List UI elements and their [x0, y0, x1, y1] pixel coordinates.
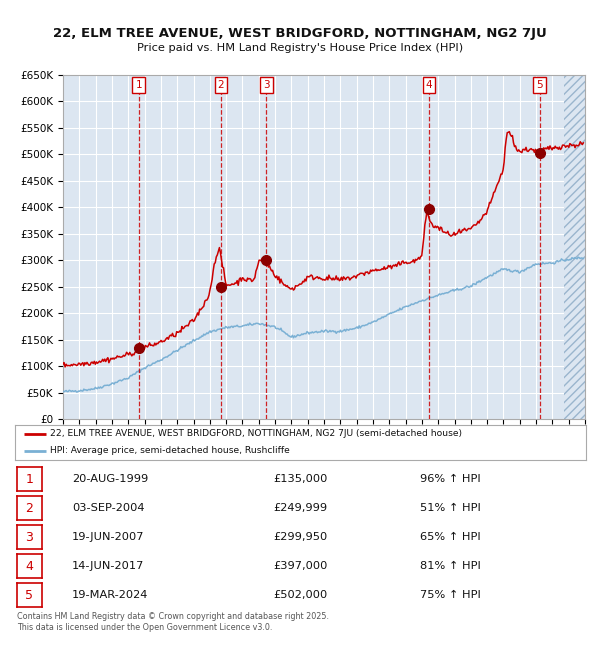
Text: 3: 3 — [263, 80, 270, 90]
Text: Contains HM Land Registry data © Crown copyright and database right 2025.
This d: Contains HM Land Registry data © Crown c… — [17, 612, 329, 632]
Text: 19-MAR-2024: 19-MAR-2024 — [72, 590, 148, 600]
Text: 22, ELM TREE AVENUE, WEST BRIDGFORD, NOTTINGHAM, NG2 7JU: 22, ELM TREE AVENUE, WEST BRIDGFORD, NOT… — [53, 27, 547, 40]
Text: 14-JUN-2017: 14-JUN-2017 — [72, 561, 145, 571]
Text: 81% ↑ HPI: 81% ↑ HPI — [420, 561, 481, 571]
Text: 1: 1 — [25, 473, 34, 486]
Text: £397,000: £397,000 — [273, 561, 327, 571]
Text: 5: 5 — [25, 589, 34, 602]
Text: £299,950: £299,950 — [273, 532, 327, 542]
Text: 22, ELM TREE AVENUE, WEST BRIDGFORD, NOTTINGHAM, NG2 7JU (semi-detached house): 22, ELM TREE AVENUE, WEST BRIDGFORD, NOT… — [50, 429, 463, 438]
Text: 2: 2 — [217, 80, 224, 90]
Text: £135,000: £135,000 — [273, 474, 327, 484]
Text: HPI: Average price, semi-detached house, Rushcliffe: HPI: Average price, semi-detached house,… — [50, 447, 290, 456]
Text: 75% ↑ HPI: 75% ↑ HPI — [420, 590, 481, 600]
Text: 5: 5 — [536, 80, 543, 90]
Text: 19-JUN-2007: 19-JUN-2007 — [72, 532, 145, 542]
Text: 1: 1 — [136, 80, 142, 90]
Text: £249,999: £249,999 — [273, 503, 327, 514]
Text: 2: 2 — [25, 502, 34, 515]
Text: 20-AUG-1999: 20-AUG-1999 — [72, 474, 148, 484]
Bar — [564, 75, 585, 419]
Text: 65% ↑ HPI: 65% ↑ HPI — [420, 532, 481, 542]
Text: 4: 4 — [25, 560, 34, 573]
Text: 4: 4 — [426, 80, 433, 90]
Text: Price paid vs. HM Land Registry's House Price Index (HPI): Price paid vs. HM Land Registry's House … — [137, 43, 463, 53]
Text: 96% ↑ HPI: 96% ↑ HPI — [420, 474, 481, 484]
Text: £502,000: £502,000 — [273, 590, 327, 600]
Text: 03-SEP-2004: 03-SEP-2004 — [72, 503, 145, 514]
Text: 3: 3 — [25, 530, 34, 543]
Text: 51% ↑ HPI: 51% ↑ HPI — [420, 503, 481, 514]
